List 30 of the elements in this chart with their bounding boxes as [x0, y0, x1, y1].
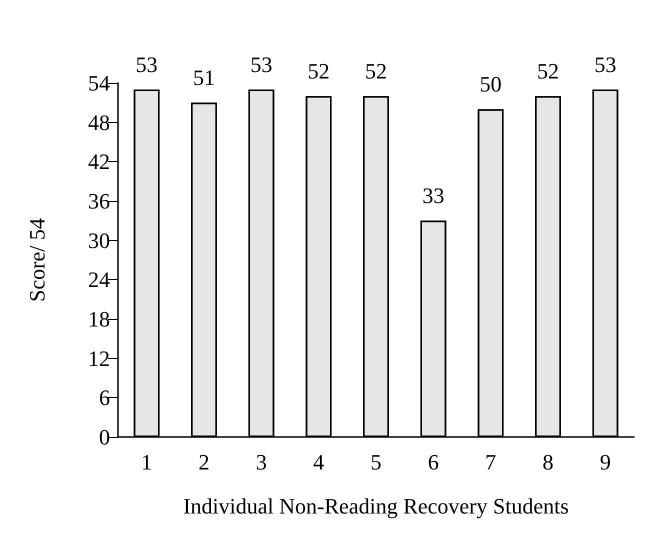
- y-tick-label: 54: [88, 70, 110, 96]
- data-label: 33: [422, 183, 444, 208]
- data-label: 52: [537, 58, 559, 84]
- y-tick-label: 48: [88, 110, 110, 135]
- y-tick-label: 24: [88, 267, 110, 292]
- y-tick-label: 12: [88, 346, 110, 371]
- x-tick-label: 2: [198, 450, 210, 474]
- x-tick-label: 6: [428, 450, 439, 474]
- y-tick-label: 6: [99, 385, 110, 410]
- x-tick-label: 5: [370, 450, 382, 474]
- x-axis-title: Individual Non-Reading Recovery Students: [183, 494, 569, 518]
- data-label: 51: [193, 65, 215, 90]
- data-label: 50: [480, 72, 502, 97]
- x-tick-label: 9: [600, 450, 611, 474]
- data-label: 52: [365, 58, 387, 84]
- data-label: 52: [308, 58, 330, 84]
- x-tick-label: 4: [313, 450, 324, 474]
- y-tick-label: 18: [88, 306, 110, 332]
- x-tick-label: 7: [485, 450, 496, 474]
- x-tick-label: 8: [542, 450, 554, 474]
- y-axis-title: Score/ 54: [24, 218, 50, 302]
- x-tick-label: 1: [141, 450, 152, 474]
- y-tick-label: 42: [88, 149, 110, 174]
- x-tick-label: 3: [256, 450, 267, 474]
- data-label: 53: [594, 52, 616, 78]
- y-tick-label: 36: [88, 188, 110, 214]
- data-label: 53: [250, 52, 272, 78]
- y-tick-label: 0: [99, 424, 110, 450]
- y-tick-label: 30: [88, 228, 110, 253]
- data-label: 53: [136, 52, 158, 78]
